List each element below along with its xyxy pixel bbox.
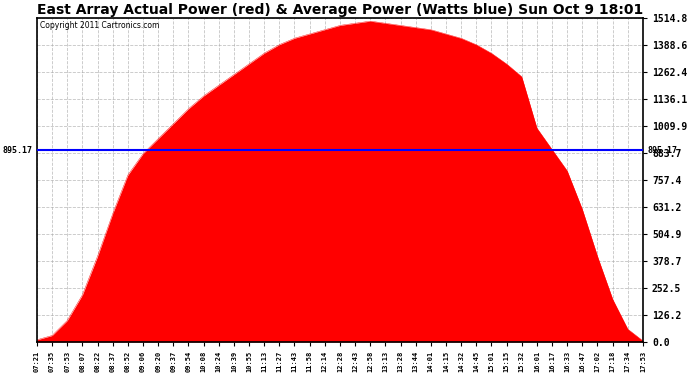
Text: 895.17: 895.17	[647, 146, 677, 155]
Text: Copyright 2011 Cartronics.com: Copyright 2011 Cartronics.com	[40, 21, 159, 30]
Text: 895.17: 895.17	[3, 146, 33, 155]
Title: East Array Actual Power (red) & Average Power (Watts blue) Sun Oct 9 18:01: East Array Actual Power (red) & Average …	[37, 3, 643, 17]
